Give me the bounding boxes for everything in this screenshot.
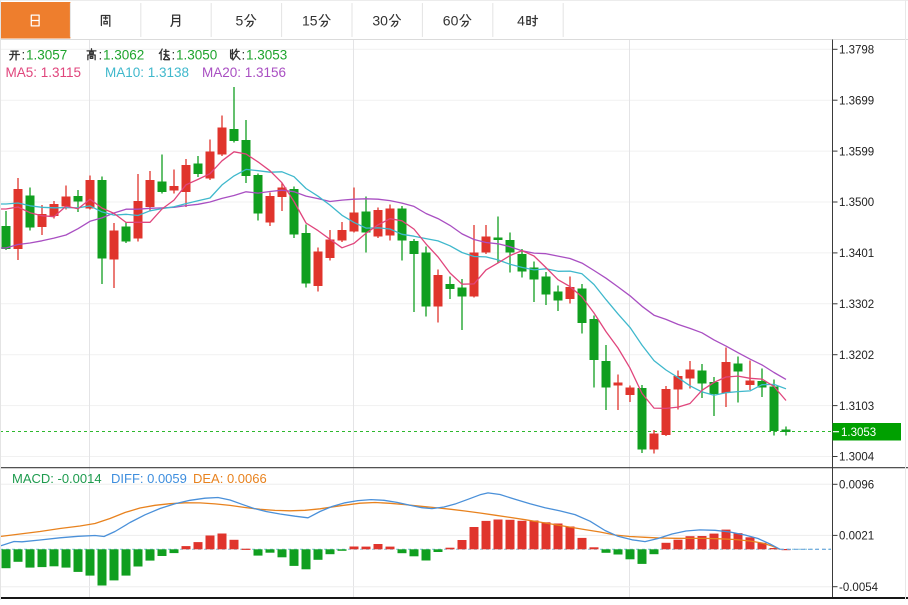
svg-text:1.3401: 1.3401 — [839, 248, 874, 260]
svg-text:1.3057: 1.3057 — [26, 48, 67, 63]
svg-text:4: 4 — [517, 13, 525, 29]
svg-text:60: 60 — [443, 13, 459, 29]
svg-text:1.3004: 1.3004 — [839, 452, 875, 464]
svg-text:1.3500: 1.3500 — [839, 197, 874, 209]
svg-text:MA10: 1.3138: MA10: 1.3138 — [105, 65, 189, 80]
svg-text:1.3103: 1.3103 — [839, 401, 874, 413]
svg-text:1.3053: 1.3053 — [841, 427, 876, 439]
svg-text:1.3798: 1.3798 — [839, 45, 874, 57]
svg-text::: : — [22, 48, 26, 63]
svg-text:0.0021: 0.0021 — [839, 531, 874, 543]
svg-text:15: 15 — [302, 13, 318, 29]
svg-text:MA20: 1.3156: MA20: 1.3156 — [202, 65, 286, 80]
svg-text:1.3699: 1.3699 — [839, 95, 874, 107]
svg-text:DIFF: 0.0059: DIFF: 0.0059 — [111, 471, 187, 486]
svg-text:MA5: 1.3115: MA5: 1.3115 — [6, 65, 82, 80]
svg-text:1.3050: 1.3050 — [176, 48, 217, 63]
svg-text:0.0096: 0.0096 — [839, 480, 874, 492]
svg-text:5: 5 — [236, 13, 244, 29]
svg-text::: : — [242, 48, 246, 63]
svg-text:DEA: 0.0066: DEA: 0.0066 — [193, 471, 267, 486]
svg-text:1.3062: 1.3062 — [103, 48, 144, 63]
svg-text::: : — [172, 48, 176, 63]
svg-text:1.3599: 1.3599 — [839, 146, 874, 158]
svg-text:30: 30 — [372, 13, 388, 29]
svg-text:1.3053: 1.3053 — [246, 48, 287, 63]
svg-text:MACD: -0.0014: MACD: -0.0014 — [12, 471, 102, 486]
svg-text:-0.0054: -0.0054 — [839, 582, 879, 594]
svg-text::: : — [99, 48, 103, 63]
svg-text:1.3302: 1.3302 — [839, 299, 874, 311]
svg-text:1.3202: 1.3202 — [839, 350, 874, 362]
